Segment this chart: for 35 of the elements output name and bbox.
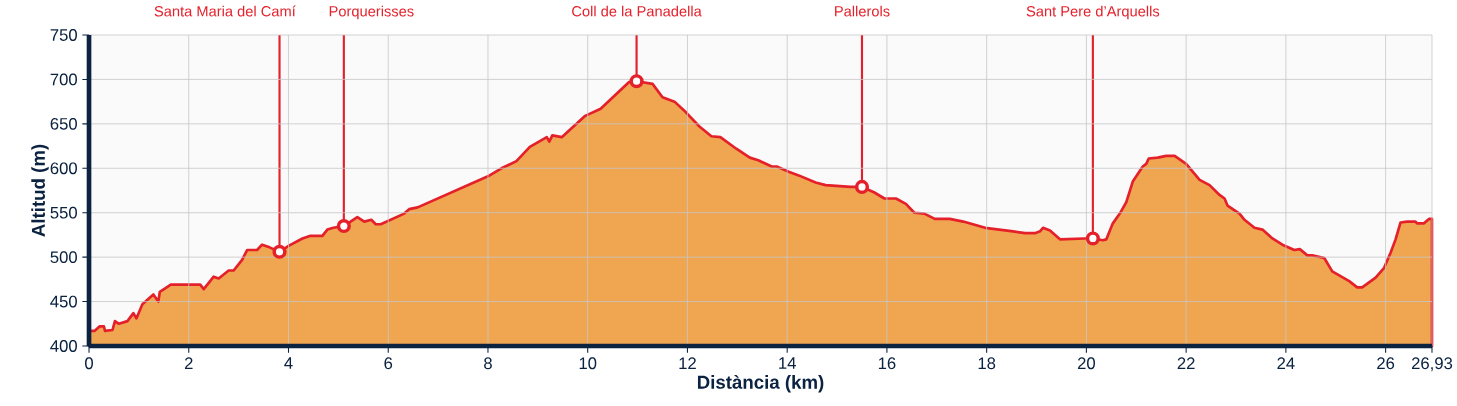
point — [336, 218, 351, 234]
x-tick-label: 0 — [85, 357, 93, 370]
ref-line-label: Santa Maria del Camí — [154, 5, 296, 17]
y-tick-label: 550 — [50, 206, 77, 219]
ref-line-label: Sant Pere d’Arquells — [1026, 5, 1160, 20]
y-tick-label: 450 — [50, 295, 77, 308]
point — [272, 244, 287, 259]
point — [854, 179, 870, 195]
y-tick-label: 500 — [50, 251, 77, 264]
x-tick-label: 12 — [679, 357, 696, 369]
y-tick-label: 650 — [50, 117, 77, 130]
x-tick-label: 24 — [1277, 357, 1295, 369]
ref-line-label: Porquerisses — [329, 5, 414, 20]
x-tick-label: 18 — [978, 357, 996, 370]
point — [629, 74, 644, 89]
x-tick-label: 10 — [579, 357, 597, 370]
x-tick-label: 16 — [878, 357, 896, 370]
x-tick-label: 26,93 — [1411, 357, 1453, 372]
x-tick-label: 14 — [779, 357, 796, 369]
y-axis-title: Altitud (m) — [31, 144, 49, 237]
y-tick-label: 750 — [50, 29, 77, 41]
y-tick-label: 600 — [50, 162, 77, 175]
x-axis-title: Distància (km) — [697, 374, 824, 393]
ref-line-label: Pallerols — [835, 5, 890, 17]
y-tick-label: 400 — [50, 340, 77, 352]
ref-line-label: Coll de la Panadella — [572, 5, 702, 17]
x-tick-label: 26 — [1377, 357, 1395, 370]
x-tick-label: 6 — [384, 357, 393, 370]
y-tick-label: 700 — [50, 73, 77, 86]
point — [1085, 231, 1100, 246]
x-tick-label: 8 — [484, 357, 492, 370]
x-tick-label: 22 — [1177, 357, 1195, 369]
x-tick-label: 20 — [1077, 357, 1096, 370]
x-tick-label: 4 — [284, 357, 293, 369]
x-tick-label: 2 — [184, 357, 193, 369]
